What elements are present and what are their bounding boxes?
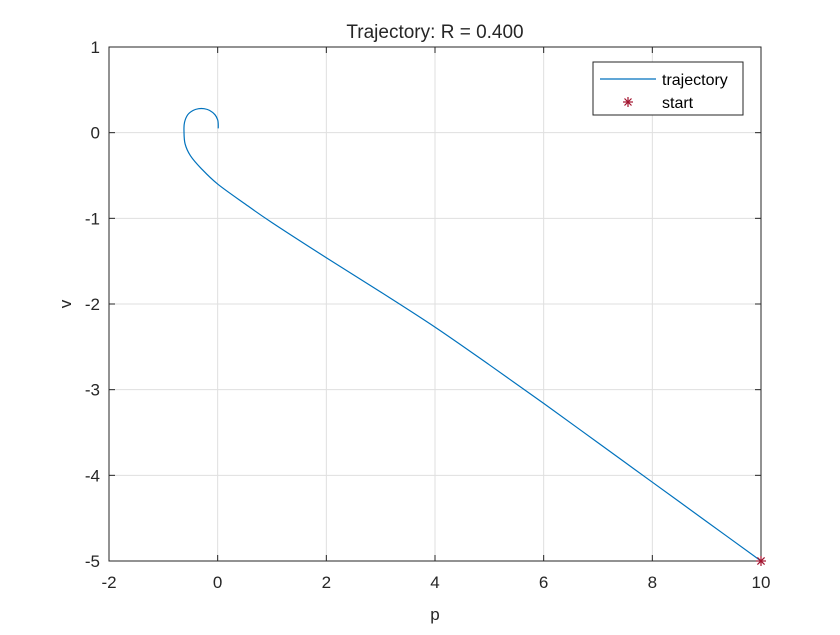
y-tick-labels: -5 -4 -3 -2 -1 0 1 xyxy=(85,38,100,571)
legend-trajectory-label: trajectory xyxy=(662,72,728,89)
x-axis-label: p xyxy=(430,605,439,624)
x-tick-label: 10 xyxy=(752,573,771,592)
y-tick-label: -1 xyxy=(85,209,100,228)
y-tick-label: 1 xyxy=(91,38,100,57)
x-tick-label: 6 xyxy=(539,573,548,592)
legend-start-marker xyxy=(623,97,633,107)
x-tick-label: 8 xyxy=(648,573,657,592)
legend-start-label: start xyxy=(662,95,694,112)
y-tick-label: -2 xyxy=(85,295,100,314)
y-tick-label: 0 xyxy=(91,124,100,143)
grid xyxy=(108,46,762,562)
y-tick-label: -4 xyxy=(85,466,100,485)
series-trajectory-line xyxy=(183,107,762,562)
x-tick-labels: -2 0 2 4 6 8 10 xyxy=(101,573,770,592)
legend-box xyxy=(592,61,744,116)
legend: trajectory start xyxy=(592,61,744,116)
x-tick-label: -2 xyxy=(101,573,116,592)
chart-title: Trajectory: R = 0.400 xyxy=(346,22,523,43)
y-tick-label: -3 xyxy=(85,381,100,400)
y-axis-label: v xyxy=(56,299,75,308)
x-tick-label: 0 xyxy=(213,573,222,592)
series-layer xyxy=(183,107,766,566)
x-tick-label: 2 xyxy=(322,573,331,592)
y-tick-label: -5 xyxy=(85,552,100,571)
start-marker xyxy=(756,556,766,566)
x-tick-label: 4 xyxy=(430,573,439,592)
